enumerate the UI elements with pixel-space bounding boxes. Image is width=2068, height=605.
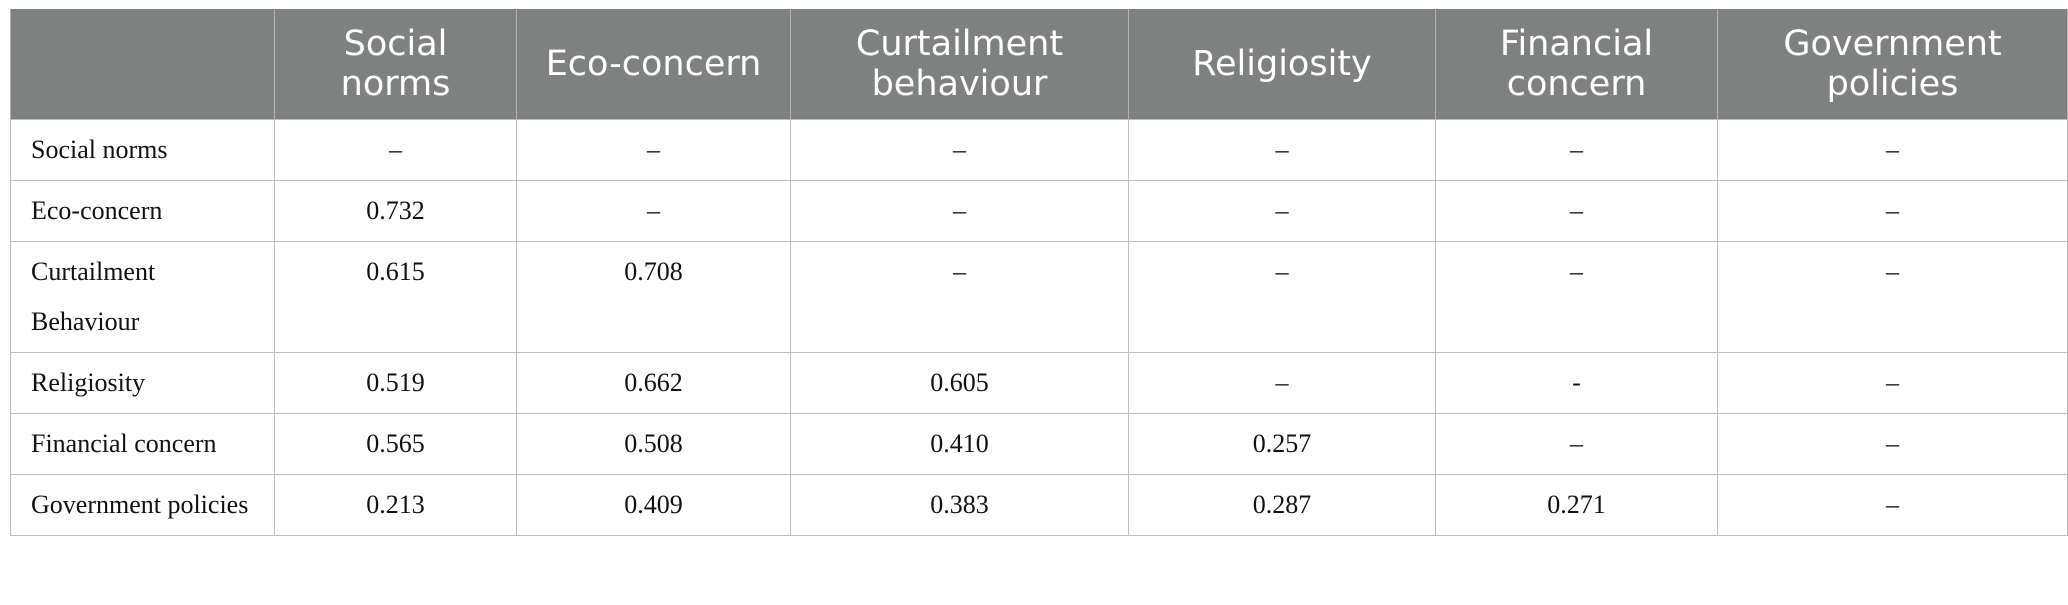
row-header: Financial concern xyxy=(10,413,275,475)
cell: – xyxy=(1128,119,1436,181)
cell: 0.287 xyxy=(1128,474,1436,536)
cell: – xyxy=(516,119,791,181)
correlation-table: Social norms Eco-concern Curtailment behav… xyxy=(10,9,2068,536)
cell: 0.605 xyxy=(790,352,1129,414)
cell: 0.662 xyxy=(516,352,791,414)
cell: 0.615 xyxy=(274,241,517,353)
table-row: Religiosity 0.519 0.662 0.605– - – xyxy=(10,352,2068,414)
cell: – xyxy=(1717,241,2068,353)
column-header: Government policies xyxy=(1717,9,2068,120)
cell: - xyxy=(1435,352,1718,414)
header-row: Social norms Eco-concern Curtailment behav… xyxy=(10,9,2068,120)
column-header: Social norms xyxy=(274,9,517,120)
cell: – xyxy=(790,241,1129,353)
cell: – xyxy=(790,180,1129,242)
cell: – xyxy=(1717,413,2068,475)
cell: 0.213 xyxy=(274,474,517,536)
cell: 0.257 xyxy=(1128,413,1436,475)
row-header: Religiosity xyxy=(10,352,275,414)
cell: – xyxy=(1435,413,1718,475)
table-row: Social norms – – – – – – xyxy=(10,119,2068,181)
column-header: Curtailment behaviour xyxy=(790,9,1129,120)
cell: – xyxy=(1717,119,2068,181)
cell: 0.708 xyxy=(516,241,791,353)
column-header: Financial concern xyxy=(1435,9,1718,120)
cell: 0.508 xyxy=(516,413,791,475)
table-row: Curtailment Behaviour 0.615 0.708– – – – xyxy=(10,241,2068,353)
cell: 0.410 xyxy=(790,413,1129,475)
table-row: Eco-concern 0.732– – – – – xyxy=(10,180,2068,242)
cell: – xyxy=(1435,119,1718,181)
column-header: Eco-concern xyxy=(516,9,791,120)
cell: 0.383 xyxy=(790,474,1129,536)
row-header: Curtailment Behaviour xyxy=(10,241,275,353)
table-row: Financial concern 0.565 0.508 0.410 0.257– – xyxy=(10,413,2068,475)
cell: – xyxy=(1128,241,1436,353)
cell: 0.565 xyxy=(274,413,517,475)
cell: – xyxy=(1717,180,2068,242)
cell: 0.732 xyxy=(274,180,517,242)
row-header: Government policies xyxy=(10,474,275,536)
column-header xyxy=(10,9,275,120)
row-header: Social norms xyxy=(10,119,275,181)
cell: 0.409 xyxy=(516,474,791,536)
cell: – xyxy=(274,119,517,181)
cell: – xyxy=(1435,241,1718,353)
cell: – xyxy=(1128,180,1436,242)
cell: – xyxy=(1435,180,1718,242)
cell: 0.271 xyxy=(1435,474,1718,536)
cell: – xyxy=(1717,352,2068,414)
row-header: Eco-concern xyxy=(10,180,275,242)
cell: 0.519 xyxy=(274,352,517,414)
table-row: Government policies 0.213 0.409 0.383 0.287 0… xyxy=(10,474,2068,536)
cell: – xyxy=(1717,474,2068,536)
cell: – xyxy=(790,119,1129,181)
cell: – xyxy=(516,180,791,242)
table-body: Social norms – – – – – – Eco-concern 0.732– – – – – C… xyxy=(10,119,2068,536)
cell: – xyxy=(1128,352,1436,414)
column-header: Religiosity xyxy=(1128,9,1436,120)
